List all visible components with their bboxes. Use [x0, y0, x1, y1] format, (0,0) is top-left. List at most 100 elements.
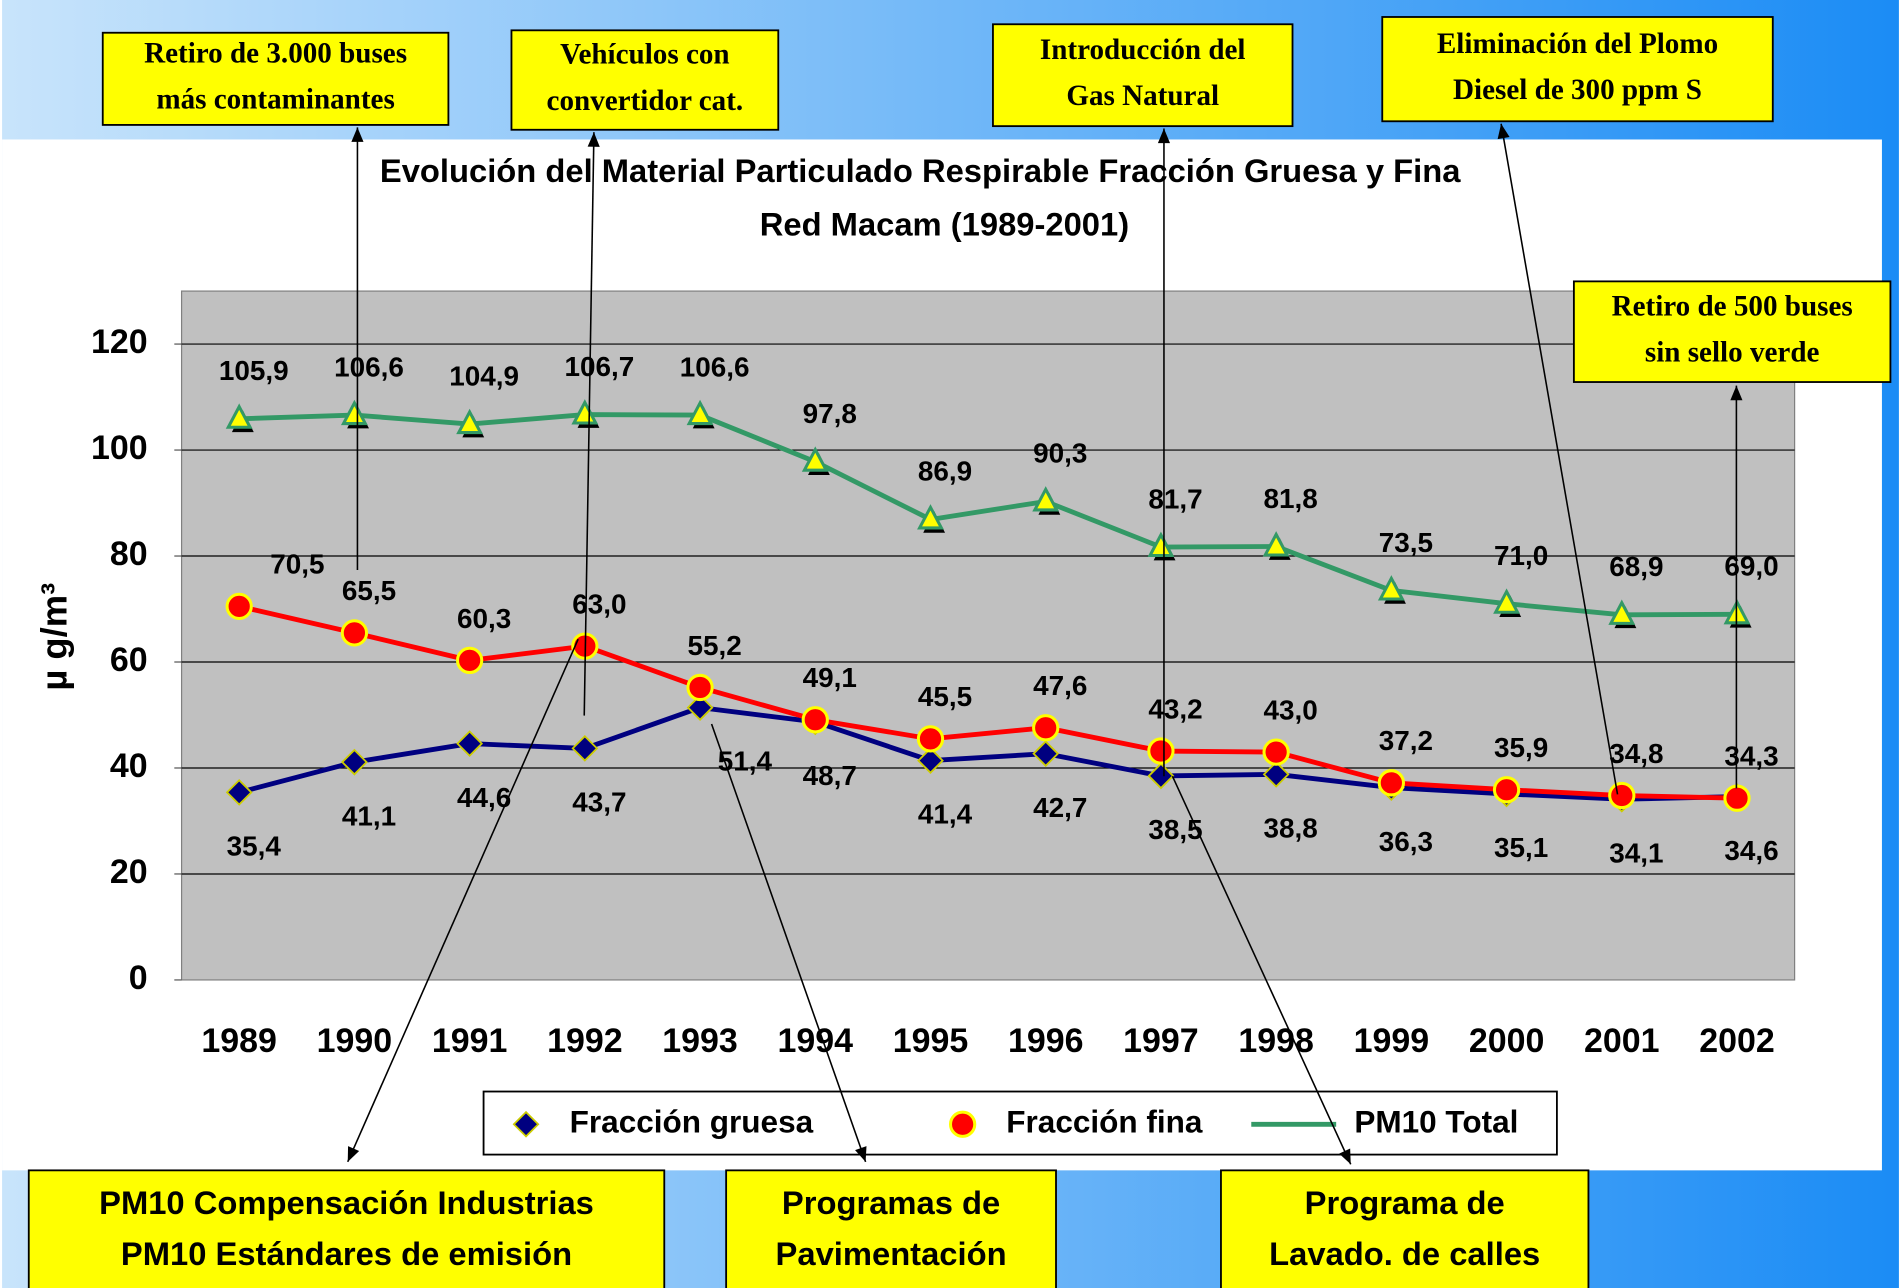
- data-label: 34,1: [1609, 837, 1663, 868]
- arrow-head: [1497, 123, 1510, 140]
- data-point: [917, 747, 944, 774]
- data-label: 35,9: [1494, 732, 1548, 763]
- data-point: [801, 706, 829, 734]
- data-label: 47,6: [1033, 670, 1087, 701]
- y-tick-label: 40: [110, 747, 148, 785]
- chart-subtitle: Red Macam (1989-2001): [760, 205, 1129, 242]
- data-label: 81,8: [1264, 483, 1318, 514]
- data-label: 81,7: [1148, 483, 1202, 514]
- series-line: [239, 412, 1738, 618]
- legend: [482, 1090, 1558, 1156]
- annotation-arrow: [583, 132, 595, 716]
- data-label: 73,5: [1379, 527, 1433, 558]
- data-label: 43,0: [1264, 694, 1318, 725]
- x-tick-label: 1993: [662, 1022, 738, 1060]
- x-tick-label: 1996: [1008, 1022, 1084, 1060]
- data-label: 71,0: [1494, 540, 1548, 571]
- legend-label: Fracción gruesa: [570, 1104, 814, 1140]
- data-label: 106,6: [680, 351, 750, 382]
- y-tick-label: 100: [91, 429, 148, 467]
- annotation-text: Gas Natural: [1066, 80, 1219, 112]
- annotation-box: [101, 31, 450, 126]
- data-label: 86,9: [918, 456, 972, 487]
- annotation-text: Retiro de 500 buses: [1612, 290, 1853, 322]
- legend-label: Fracción fina: [1006, 1104, 1203, 1140]
- data-point: [1147, 762, 1175, 790]
- data-point: [1608, 599, 1636, 625]
- annotation-text: Pavimentación: [776, 1235, 1007, 1272]
- data-point: [456, 730, 484, 758]
- x-tick-label: 1992: [547, 1022, 623, 1060]
- data-label: 49,1: [803, 662, 857, 693]
- annotation-box: [725, 1169, 1057, 1288]
- data-label: 44,6: [457, 782, 511, 813]
- data-point: [1262, 738, 1290, 766]
- data-label: 43,7: [572, 787, 626, 818]
- data-label: 106,7: [565, 351, 635, 382]
- annotation-text: Vehículos con: [560, 39, 729, 71]
- data-point: [686, 399, 714, 426]
- y-tick-label: 0: [129, 959, 148, 997]
- arrow-head: [1339, 1148, 1351, 1165]
- annotation-text: sin sello verde: [1645, 336, 1820, 368]
- arrow-head: [347, 1146, 360, 1162]
- plot-area: [180, 290, 1796, 981]
- annotation-text: Lavado. de calles: [1269, 1235, 1540, 1272]
- annotation-text: convertidor cat.: [547, 85, 744, 117]
- chart-title: Evolución del Material Particulado Respi…: [380, 152, 1461, 189]
- data-point: [340, 619, 369, 647]
- x-tick-label: 1999: [1354, 1022, 1430, 1060]
- annotation-box: [992, 23, 1294, 128]
- data-label: 38,5: [1148, 814, 1202, 845]
- annotation-arrow: [347, 638, 579, 1163]
- x-tick-label: 2001: [1584, 1022, 1660, 1060]
- data-label: 41,1: [342, 800, 396, 831]
- data-label: 97,8: [803, 398, 857, 429]
- annotation-arrow: [710, 723, 867, 1163]
- annotation-text: PM10 Compensación Industrias: [99, 1184, 594, 1221]
- data-point: [916, 725, 945, 753]
- data-label: 55,2: [687, 630, 741, 661]
- data-point: [801, 446, 829, 472]
- x-tick-label: 1997: [1123, 1022, 1199, 1060]
- data-label: 65,5: [342, 575, 396, 606]
- y-tick-label: 60: [110, 641, 148, 679]
- annotation-text: Programa de: [1305, 1184, 1505, 1221]
- data-label: 63,0: [572, 588, 626, 619]
- data-point: [225, 403, 253, 429]
- data-label: 70,5: [270, 549, 324, 580]
- data-point: [340, 748, 368, 776]
- data-label: 106,6: [334, 351, 404, 382]
- annotation-box: [1381, 16, 1774, 123]
- x-tick-label: 1989: [201, 1022, 277, 1060]
- data-point: [456, 408, 484, 435]
- data-label: 45,5: [918, 681, 972, 712]
- data-label: 43,2: [1148, 693, 1202, 724]
- annotation-text: PM10 Estándares de emisión: [121, 1235, 572, 1272]
- data-label: 48,7: [803, 760, 857, 791]
- arrow-head: [1157, 128, 1171, 144]
- annotation-text: Diesel de 300 ppm S: [1453, 74, 1702, 106]
- data-label: 69,0: [1724, 551, 1778, 582]
- arrow-head: [587, 132, 600, 147]
- data-point: [1147, 737, 1175, 765]
- data-point: [686, 673, 714, 702]
- data-label: 90,3: [1033, 438, 1087, 469]
- data-point: [1032, 714, 1060, 742]
- data-point: [1262, 760, 1290, 788]
- annotation-text: Introducción del: [1040, 34, 1246, 66]
- data-label: 35,1: [1494, 832, 1548, 863]
- data-point: [1147, 531, 1175, 558]
- data-label: 60,3: [457, 603, 511, 634]
- data-label: 38,8: [1264, 813, 1318, 844]
- x-tick-label: 1994: [778, 1022, 854, 1060]
- annotation-text: Programas de: [782, 1184, 1000, 1221]
- data-point: [1492, 776, 1521, 804]
- x-tick-label: 1998: [1238, 1022, 1314, 1060]
- annotation-box: [1572, 280, 1892, 383]
- annotation-box: [510, 29, 780, 131]
- annotation-text: Retiro de 3.000 buses: [144, 37, 407, 69]
- y-tick-label: 120: [91, 323, 148, 361]
- data-label: 41,4: [918, 799, 973, 830]
